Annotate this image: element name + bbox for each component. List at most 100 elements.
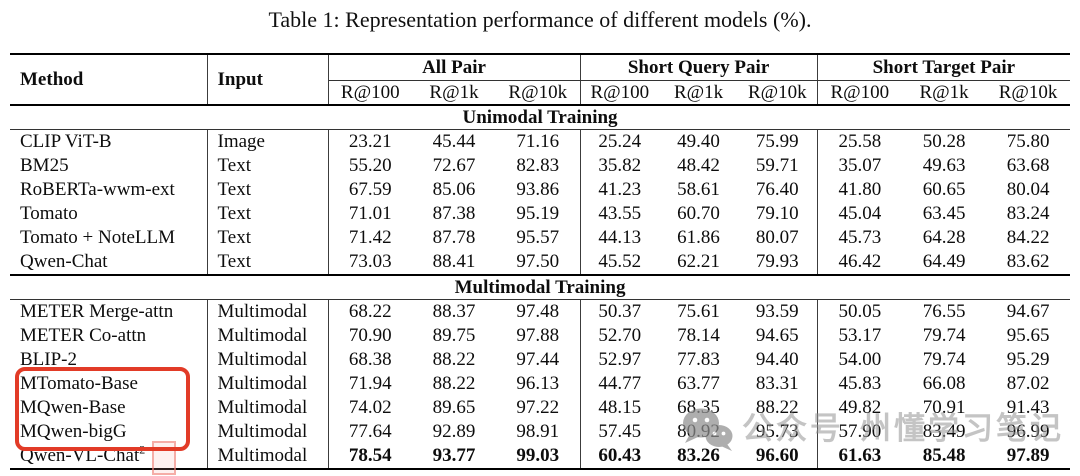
method-name: Tomato [20,203,78,224]
col-group-header: All Pair [328,54,581,81]
value-cell: 49.40 [677,131,720,152]
method-cell: Qwen-VL-Chat2 [10,442,208,469]
metric-header: R@100 [580,80,660,106]
value-cell: 88.22 [432,349,476,370]
value-cell: 88.37 [432,301,476,322]
value-cell: 71.16 [496,129,581,154]
value-cell: 45.73 [838,227,882,248]
value-cell: 84.22 [1006,227,1050,248]
table-row: Tomato + NoteLLM Text 71.42 87.78 95.57 44.13… [10,226,1070,250]
input-cell: Multimodal [207,372,329,396]
value-cell: 93.77 [432,445,476,466]
input-cell: Text [207,202,329,226]
value-cell: 41.23 [598,179,642,200]
value-cell: 97.48 [496,299,581,324]
method-cell: MQwen-Base [10,396,208,420]
value-cell: 45.83 [838,373,882,394]
table-row: Qwen-Chat Text 73.03 88.41 97.50 45.52 62.21 79… [10,250,1070,275]
value-cell: 91.43 [1006,397,1050,418]
value-cell: 83.26 [677,445,720,466]
value-cell: 80.04 [1006,179,1050,200]
value-cell: 63.45 [922,203,966,224]
metric-header: R@1k [902,80,987,106]
table-row: BM25 Text 55.20 72.67 82.83 35.82 48.42 59.71 35… [10,154,1070,178]
value-cell: 61.86 [677,227,720,248]
value-cell: 99.03 [496,444,581,469]
value-cell: 77.64 [348,421,392,442]
value-cell: 88.22 [432,373,476,394]
value-cell: 96.13 [496,372,581,396]
value-cell: 83.24 [1006,203,1050,224]
value-cell: 79.10 [738,202,818,226]
input-cell: Multimodal [207,348,329,372]
value-cell: 93.86 [496,178,581,202]
method-cell: MTomato-Base [10,372,208,396]
value-cell: 46.42 [838,251,882,272]
col-group-header: Short Target Pair [817,54,1071,81]
value-cell: 75.80 [1006,131,1050,152]
value-cell: 45.52 [598,251,642,272]
table-row: RoBERTa-wwm-ext Text 67.59 85.06 93.86 41.23 5… [10,178,1070,202]
value-cell: 75.61 [677,301,720,322]
value-cell: 97.89 [1006,445,1050,466]
metric-header: R@1k [659,80,739,106]
value-cell: 45.44 [432,131,476,152]
value-cell: 85.06 [432,179,476,200]
section-header: Multimodal Training [10,274,1071,300]
value-cell: 94.67 [1006,301,1050,322]
value-cell: 82.83 [496,154,581,178]
table-row: CLIP ViT-B Image 23.21 45.44 71.16 25.24 49.40… [10,129,1070,154]
method-name: MTomato-Base [20,373,138,394]
input-cell: Multimodal [207,299,329,324]
value-cell: 76.55 [922,301,966,322]
value-cell: 70.90 [348,325,392,346]
method-cell: Tomato + NoteLLM [10,226,208,250]
method-cell: METER Merge-attn [10,299,208,324]
input-cell: Multimodal [207,420,329,444]
value-cell: 72.67 [432,155,476,176]
value-cell: 43.55 [598,203,642,224]
input-cell: Text [207,250,329,275]
method-cell: BLIP-2 [10,348,208,372]
value-cell: 95.29 [1006,349,1050,370]
value-cell: 88.22 [738,396,818,420]
value-cell: 75.99 [738,129,818,154]
value-cell: 87.78 [432,227,476,248]
footnote-marker: 2 [139,442,146,457]
value-cell: 78.14 [677,325,720,346]
value-cell: 89.75 [432,325,476,346]
value-cell: 45.04 [838,203,882,224]
value-cell: 76.40 [738,178,818,202]
method-name: MQwen-bigG [20,421,127,442]
value-cell: 79.93 [738,250,818,275]
value-cell: 52.97 [598,349,642,370]
method-name: METER Co-attn [20,325,147,346]
value-cell: 68.35 [677,397,720,418]
method-name: BM25 [20,155,69,176]
value-cell: 48.42 [677,155,720,176]
value-cell: 60.65 [922,179,966,200]
input-cell: Image [207,129,329,154]
metric-header: R@10k [986,80,1071,106]
value-cell: 74.02 [348,397,392,418]
value-cell: 68.38 [348,349,392,370]
value-cell: 77.83 [677,349,720,370]
value-cell: 60.70 [677,203,720,224]
method-name: MQwen-Base [20,397,126,418]
value-cell: 57.90 [838,421,882,442]
method-cell: METER Co-attn [10,324,208,348]
value-cell: 60.43 [598,445,642,466]
method-name: BLIP-2 [20,349,77,370]
value-cell: 83.49 [922,421,966,442]
value-cell: 64.28 [922,227,966,248]
method-cell: CLIP ViT-B [10,129,208,154]
method-name: CLIP ViT-B [20,131,112,152]
value-cell: 83.62 [1006,251,1050,272]
method-name: RoBERTa-wwm-ext [20,179,175,200]
input-cell: Multimodal [207,396,329,420]
value-cell: 98.91 [496,420,581,444]
metric-header: R@10k [496,80,581,106]
value-cell: 35.82 [598,155,642,176]
results-table: Method Input All Pair Short Query Pair Short… [10,53,1071,470]
